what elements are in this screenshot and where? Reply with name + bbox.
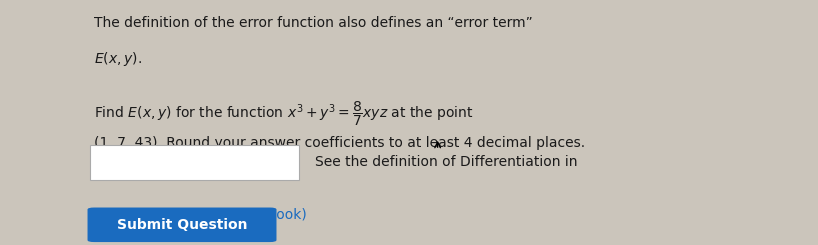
FancyBboxPatch shape xyxy=(90,145,299,180)
FancyBboxPatch shape xyxy=(88,208,276,242)
Text: Submit Question: Submit Question xyxy=(117,218,247,232)
Text: the textbook (link to textbook): the textbook (link to textbook) xyxy=(94,207,307,221)
Text: (1, 7, 43). Round your answer coefficients to at least 4 decimal places.: (1, 7, 43). Round your answer coefficien… xyxy=(94,136,585,150)
Text: Find $E(x, y)$ for the function $x^3 + y^3 = \dfrac{8}{7}xyz$ at the point: Find $E(x, y)$ for the function $x^3 + y… xyxy=(94,99,474,128)
Text: See the definition of Differentiation in: See the definition of Differentiation in xyxy=(315,155,578,169)
Text: $E(x, y).$: $E(x, y).$ xyxy=(94,50,142,68)
Text: The definition of the error function also defines an “error term”: The definition of the error function als… xyxy=(94,16,533,30)
